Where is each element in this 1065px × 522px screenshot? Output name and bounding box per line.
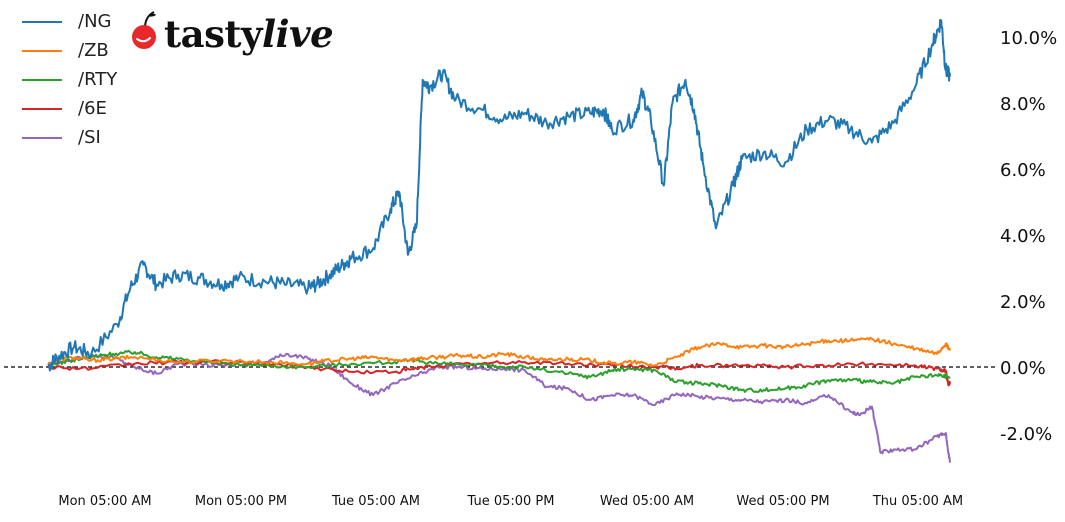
legend-label: /RTY: [78, 69, 118, 90]
legend-item: /RTY: [22, 68, 142, 92]
x-tick-label: Wed 05:00 PM: [736, 494, 829, 509]
y-tick-label: 0.0%: [1000, 358, 1046, 379]
y-tick-label: 2.0%: [1000, 292, 1046, 313]
brand-name-tasty: tasty: [164, 12, 263, 56]
legend-item: /NG: [22, 10, 142, 34]
series-line-ng: [47, 18, 951, 372]
legend-label: /SI: [78, 127, 101, 148]
legend-item: /SI: [22, 126, 142, 150]
brand-name-live: live: [262, 12, 334, 56]
legend-item: /ZB: [22, 39, 142, 63]
legend-swatch: [22, 21, 62, 23]
legend-swatch: [22, 79, 62, 81]
y-tick-label: -2.0%: [1000, 424, 1052, 445]
x-tick-label: Tue 05:00 AM: [331, 494, 420, 509]
cherry-icon: [132, 11, 156, 49]
y-tick-label: 10.0%: [1000, 28, 1057, 49]
y-tick-label: 6.0%: [1000, 160, 1046, 181]
legend-swatch: [22, 137, 62, 139]
legend-label: /ZB: [78, 40, 109, 61]
series-line-zb: [47, 336, 951, 367]
y-tick-label: 4.0%: [1000, 226, 1046, 247]
brand-name: tastylive: [164, 12, 334, 56]
legend-swatch: [22, 50, 62, 52]
series-line-si: [47, 352, 951, 463]
x-tick-label: Mon 05:00 PM: [195, 494, 287, 509]
legend-label: /6E: [78, 98, 107, 119]
x-tick-label: Wed 05:00 AM: [600, 494, 694, 509]
legend-swatch: [22, 108, 62, 110]
y-tick-label: 8.0%: [1000, 94, 1046, 115]
x-tick-label: Tue 05:00 PM: [467, 494, 555, 509]
x-tick-label: Mon 05:00 AM: [58, 494, 151, 509]
series-line-rty: [47, 349, 951, 393]
legend-item: /6E: [22, 97, 142, 121]
brand-logo: tastylive: [128, 10, 388, 60]
legend-label: /NG: [78, 11, 112, 32]
x-tick-label: Thu 05:00 AM: [872, 494, 963, 509]
series-line-6e: [47, 359, 951, 387]
